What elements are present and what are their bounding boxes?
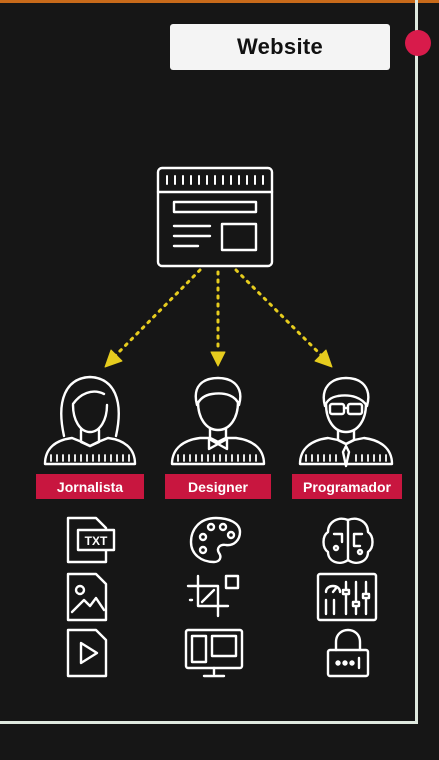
paint-palette-icon: [189, 516, 242, 564]
arrowhead-jornalista: [104, 349, 123, 368]
role-label-designer: Designer: [165, 474, 271, 499]
page-title: Website: [236, 34, 324, 59]
arrows: [104, 268, 333, 368]
arrowhead-programador: [314, 349, 333, 368]
frame-line-right: [415, 0, 418, 724]
arrow-to-programador: [234, 268, 324, 358]
brain-circuit-icon: [322, 517, 374, 564]
website-icon: [156, 166, 274, 268]
arrowhead-designer: [210, 351, 226, 367]
record-dot: [405, 30, 431, 56]
glasses-man-avatar-icon: [298, 376, 394, 468]
control-panel-icon: [316, 572, 378, 622]
top-accent-strip: [0, 0, 439, 3]
devices-icon: [184, 628, 244, 678]
frame-line-bottom: [0, 721, 418, 724]
bowtie-man-avatar-icon: [170, 376, 266, 466]
txt-file-icon: TXT: [66, 516, 116, 564]
title-box: Website: [170, 24, 390, 70]
role-label-programador: Programador: [292, 474, 402, 499]
crop-tool-icon: [186, 574, 240, 618]
woman-avatar-icon: [43, 375, 137, 466]
role-label-jornalista: Jornalista: [36, 474, 144, 499]
image-file-icon: [66, 572, 108, 622]
video-file-icon: [66, 628, 108, 678]
password-lock-icon: [326, 628, 370, 678]
txt-label: TXT: [85, 534, 108, 548]
arrow-to-jornalista: [113, 268, 202, 358]
